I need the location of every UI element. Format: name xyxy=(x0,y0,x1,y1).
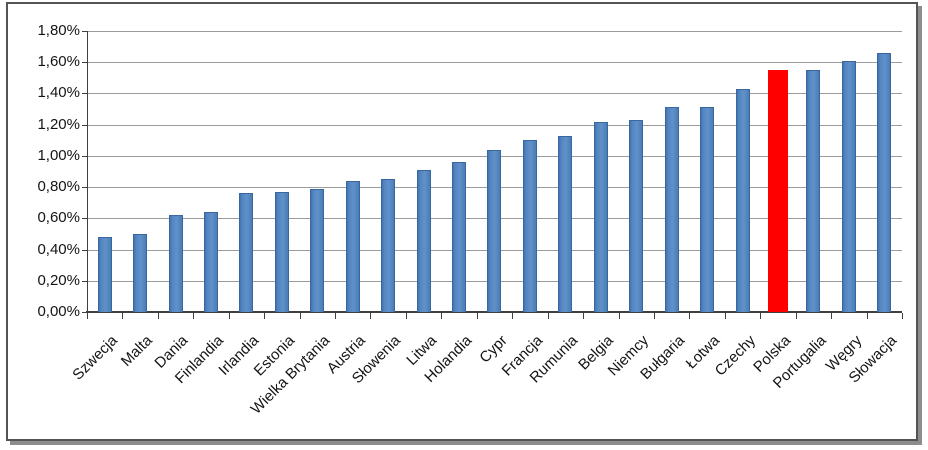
y-axis-tick-label: 0,60% xyxy=(37,209,80,226)
x-axis-tick xyxy=(87,313,88,319)
x-axis-tick xyxy=(477,313,478,319)
x-axis-tick xyxy=(831,313,832,319)
y-axis-tick xyxy=(82,125,87,126)
y-axis-tick-label: 1,00% xyxy=(37,147,80,164)
x-axis-tick xyxy=(158,313,159,319)
bar-łotwa xyxy=(700,107,714,312)
y-axis-tick xyxy=(82,156,87,157)
bar-francja xyxy=(523,140,537,312)
x-axis-tick xyxy=(760,313,761,319)
plot-area xyxy=(86,31,902,313)
bar-dania xyxy=(169,215,183,312)
y-axis-line xyxy=(87,31,88,312)
y-axis-tick xyxy=(82,218,87,219)
x-axis-tick xyxy=(122,313,123,319)
y-axis-tick xyxy=(82,281,87,282)
x-axis-tick xyxy=(512,313,513,319)
x-axis-tick xyxy=(193,313,194,319)
bar-litwa xyxy=(417,170,431,312)
bar-słowenia xyxy=(381,179,395,312)
bar-belgia xyxy=(594,122,608,312)
y-axis-tick xyxy=(82,250,87,251)
bar-bułgaria xyxy=(665,107,679,312)
y-axis-tick xyxy=(82,31,87,32)
x-axis-tick xyxy=(654,313,655,319)
gridline xyxy=(87,93,902,94)
chart-frame: 1,80% 1,60% 1,40% 1,20% 1,00% 0,80% 0,60% 0,40%… xyxy=(6,2,918,441)
x-axis-tick xyxy=(583,313,584,319)
y-axis-tick-label: 0,80% xyxy=(37,178,80,195)
y-axis-tick-label: 1,40% xyxy=(37,84,80,101)
x-axis-tick xyxy=(229,313,230,319)
x-axis-tick xyxy=(335,313,336,319)
bar-malta xyxy=(133,234,147,312)
y-axis-tick-label: 1,20% xyxy=(37,116,80,133)
bar-niemcy xyxy=(629,120,643,312)
bar-słowacja xyxy=(877,53,891,312)
x-axis-label: Szwecja xyxy=(69,332,121,384)
x-axis-label: Malta xyxy=(118,332,157,370)
gridline xyxy=(87,62,902,63)
bar-estonia xyxy=(275,192,289,312)
x-axis-tick xyxy=(902,313,903,319)
bar-wielka-brytania xyxy=(310,189,324,312)
bar-czechy xyxy=(736,89,750,312)
x-axis-tick xyxy=(689,313,690,319)
y-axis-tick-label: 0,20% xyxy=(37,272,80,289)
x-axis-tick xyxy=(867,313,868,319)
bar-szwecja xyxy=(98,237,112,312)
y-axis-tick-label: 0,00% xyxy=(37,303,80,320)
y-axis-tick xyxy=(82,93,87,94)
bar-rumunia xyxy=(558,136,572,312)
gridline xyxy=(87,125,902,126)
bar-irlandia xyxy=(239,193,253,312)
x-axis-tick xyxy=(796,313,797,319)
x-axis-tick xyxy=(264,313,265,319)
y-axis-tick-label: 1,80% xyxy=(37,22,80,39)
x-axis-line xyxy=(86,311,902,313)
x-axis-tick xyxy=(406,313,407,319)
x-axis-tick xyxy=(441,313,442,319)
bar-węgry xyxy=(842,61,856,312)
y-axis-tick xyxy=(82,312,87,313)
gridline xyxy=(87,31,902,32)
bar-cypr xyxy=(487,150,501,312)
y-axis-tick-label: 0,40% xyxy=(37,241,80,258)
bar-polska xyxy=(768,70,788,312)
bar-austria xyxy=(346,181,360,312)
bar-holandia xyxy=(452,162,466,312)
x-axis-tick xyxy=(548,313,549,319)
x-axis-tick xyxy=(300,313,301,319)
y-axis-tick xyxy=(82,187,87,188)
bar-finlandia xyxy=(204,212,218,312)
x-axis-tick xyxy=(370,313,371,319)
y-axis-tick-label: 1,60% xyxy=(37,53,80,70)
x-axis-tick xyxy=(619,313,620,319)
x-axis-tick xyxy=(725,313,726,319)
bar-portugalia xyxy=(806,70,820,312)
y-axis-tick xyxy=(82,62,87,63)
